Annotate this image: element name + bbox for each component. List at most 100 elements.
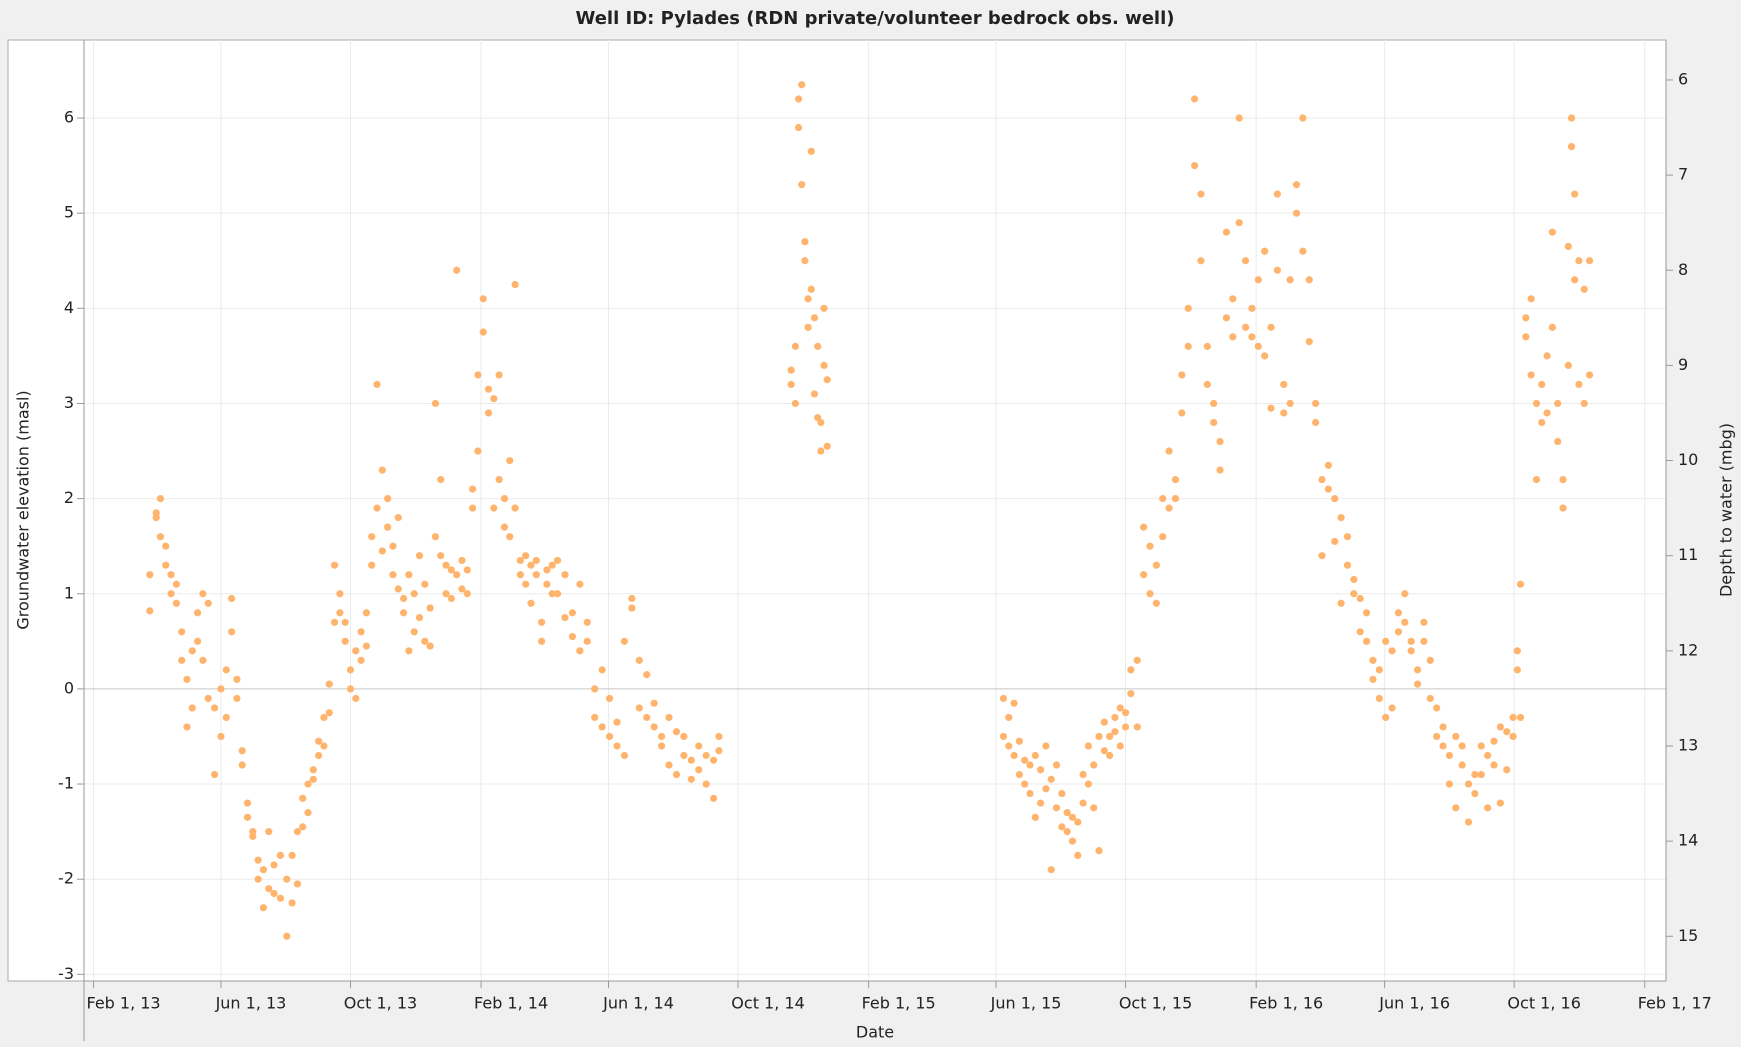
data-point — [680, 732, 688, 741]
data-point — [162, 542, 170, 550]
data-point — [680, 751, 688, 760]
data-point — [613, 742, 621, 750]
data-point — [598, 723, 606, 731]
y-tick-label: 3 — [64, 393, 74, 412]
data-point — [522, 580, 530, 588]
data-point — [1190, 95, 1199, 103]
data-point — [687, 756, 695, 764]
data-point — [146, 571, 154, 579]
data-point — [787, 380, 795, 389]
data-point — [1171, 495, 1180, 503]
data-point — [1106, 732, 1114, 741]
data-point — [506, 456, 514, 465]
data-point — [695, 742, 703, 750]
data-point — [807, 147, 815, 155]
data-point — [820, 304, 828, 312]
data-point — [336, 609, 344, 617]
data-point — [1159, 495, 1167, 503]
data-point — [389, 542, 397, 550]
data-point — [710, 794, 718, 802]
data-point — [394, 514, 402, 522]
data-point — [378, 547, 386, 555]
x-tick-label: Feb 1, 14 — [474, 994, 548, 1013]
data-point — [1047, 866, 1055, 874]
data-point — [553, 590, 562, 598]
data-point — [1305, 338, 1313, 346]
data-point — [543, 566, 551, 574]
data-point — [384, 495, 392, 503]
data-point — [146, 607, 154, 615]
data-point — [1394, 609, 1403, 617]
data-point — [1464, 818, 1473, 826]
data-point — [1197, 190, 1205, 198]
data-point — [1388, 704, 1396, 712]
data-point — [613, 718, 621, 726]
y2-tick-label: 9 — [1678, 355, 1688, 374]
data-point — [431, 533, 440, 541]
data-point — [341, 637, 349, 645]
data-point — [1516, 713, 1525, 722]
data-point — [1254, 342, 1262, 350]
data-point — [548, 590, 556, 598]
y2-tick-label: 7 — [1678, 165, 1688, 184]
data-point — [405, 571, 413, 579]
data-point — [1106, 751, 1114, 760]
data-point — [1452, 732, 1460, 741]
data-point — [463, 566, 471, 574]
data-point — [1382, 637, 1390, 645]
data-point — [1401, 590, 1409, 598]
data-point — [794, 95, 803, 103]
data-point — [1532, 475, 1541, 484]
data-point — [378, 466, 386, 474]
data-point — [1026, 789, 1034, 798]
data-point — [309, 766, 317, 774]
data-point — [807, 285, 815, 293]
data-point — [1015, 770, 1023, 779]
data-point — [543, 580, 551, 588]
data-point — [320, 713, 328, 722]
data-point — [1267, 323, 1275, 331]
data-point — [1146, 542, 1154, 550]
data-point — [384, 523, 392, 531]
data-point — [1445, 751, 1454, 760]
data-point — [217, 685, 225, 693]
data-point — [421, 637, 429, 645]
y2-tick-label: 13 — [1678, 735, 1698, 754]
data-point — [389, 571, 397, 579]
data-point — [1133, 723, 1141, 731]
data-point — [293, 828, 302, 836]
data-point — [1063, 828, 1071, 836]
data-point — [1571, 190, 1579, 198]
data-point — [330, 561, 339, 569]
data-point — [1241, 257, 1250, 265]
data-point — [341, 618, 349, 626]
data-point — [1305, 276, 1313, 284]
data-point — [1312, 399, 1320, 408]
data-point — [548, 561, 556, 569]
y-tick-label: -1 — [58, 774, 74, 793]
data-point — [357, 656, 365, 664]
data-point — [468, 504, 477, 512]
data-point — [1464, 780, 1473, 788]
data-point — [238, 747, 246, 755]
data-point — [304, 808, 312, 817]
data-point — [500, 523, 509, 531]
data-point — [1559, 475, 1567, 484]
data-point — [810, 314, 819, 322]
data-point — [188, 647, 196, 655]
data-point — [1513, 647, 1521, 655]
data-point — [1362, 637, 1371, 645]
data-point — [410, 590, 418, 598]
data-point — [1037, 799, 1045, 807]
data-point — [1522, 314, 1530, 322]
data-point — [265, 828, 273, 836]
data-point — [1433, 732, 1441, 741]
data-point — [1248, 304, 1256, 312]
data-point — [1331, 495, 1339, 503]
data-point — [657, 742, 666, 750]
data-point — [1140, 523, 1148, 531]
data-point — [156, 495, 165, 503]
data-point — [1184, 342, 1192, 350]
data-point — [1292, 181, 1301, 189]
data-point — [254, 856, 262, 864]
